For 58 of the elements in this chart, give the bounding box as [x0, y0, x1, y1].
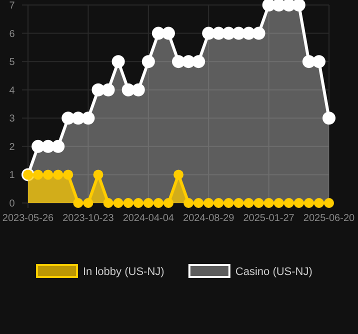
x-tick-label: 2023-10-23 [62, 213, 114, 224]
x-tick-label: 2023-05-26 [2, 213, 54, 224]
x-tick-label: 2025-01-27 [243, 213, 295, 224]
y-tick-label: 6 [9, 28, 16, 40]
point [73, 198, 84, 208]
point [142, 55, 155, 68]
point [192, 55, 206, 68]
point [162, 26, 175, 40]
point [112, 55, 125, 68]
y-tick-label: 1 [9, 170, 16, 182]
point [254, 198, 264, 208]
x-tick-label: 2024-08-29 [183, 213, 235, 224]
point [143, 198, 154, 208]
point [83, 198, 94, 208]
x-tick-label: 2024-04-04 [122, 213, 174, 224]
point [123, 198, 134, 208]
point [304, 198, 314, 208]
point [52, 140, 65, 153]
y-tick-label: 0 [9, 198, 16, 210]
x-tick-label: 2025-06-20 [303, 213, 356, 224]
point [324, 198, 334, 208]
point [194, 198, 204, 208]
legend-label: Casino (US-NJ) [235, 266, 312, 278]
point [53, 170, 64, 180]
y-tick-label: 3 [9, 114, 16, 125]
point [102, 83, 115, 96]
y-tick-label: 2 [9, 142, 16, 153]
y-tick-label: 5 [9, 57, 16, 68]
point [204, 198, 214, 208]
point [284, 198, 294, 208]
y-tick-label: 7 [9, 0, 16, 12]
point [294, 198, 304, 208]
point [274, 198, 284, 208]
point [113, 198, 124, 208]
point [43, 170, 54, 180]
point [184, 198, 194, 208]
point [224, 198, 234, 208]
y-tick-label: 4 [9, 85, 16, 96]
point [33, 170, 44, 180]
point [153, 198, 164, 208]
legend-label: In lobby (US-NJ) [83, 266, 164, 278]
point [312, 55, 326, 68]
point [322, 112, 336, 125]
point [264, 198, 274, 208]
point [103, 198, 114, 208]
point [133, 198, 144, 208]
point [132, 83, 145, 96]
point [163, 198, 174, 208]
point [292, 0, 306, 12]
point [244, 198, 254, 208]
point [252, 26, 266, 40]
point [234, 198, 244, 208]
point [93, 170, 104, 180]
point [63, 170, 74, 180]
point [214, 198, 224, 208]
point [82, 112, 95, 125]
point [314, 198, 324, 208]
point [174, 170, 184, 180]
